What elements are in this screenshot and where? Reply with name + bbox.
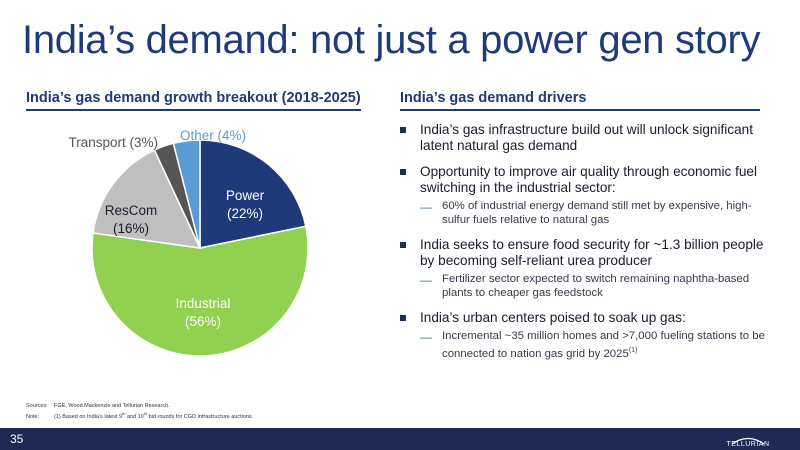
driver-text: India seeks to ensure food security for … <box>420 237 764 268</box>
pie-value-label: (16%) <box>113 221 149 236</box>
logo-arc-icon <box>731 437 765 445</box>
note-text-2: and 10 <box>125 413 144 420</box>
footnotes: Sources: FGE, Wood Mackenzie and Telluria… <box>26 403 253 421</box>
pie-label-power: Power <box>226 188 265 203</box>
driver-subitem: — 60% of industrial energy demand still … <box>420 200 778 227</box>
pie-label-other: Other (4%) <box>180 128 246 143</box>
pie-value-label: (22%) <box>227 206 263 221</box>
footnote-marker: (1) <box>628 346 638 354</box>
pie-label-rescom: ResCom <box>105 203 158 218</box>
driver-text: India’s urban centers poised to soak up … <box>420 310 686 325</box>
pie-slice-rescom <box>92 149 202 249</box>
driver-item: India’s gas infrastructure build out wil… <box>398 122 778 154</box>
driver-subitem: — Incremental ~35 million homes and >7,0… <box>420 330 778 361</box>
driver-subtext: 60% of industrial energy demand still me… <box>442 200 752 226</box>
driver-item: India seeks to ensure food security for … <box>398 237 778 300</box>
page-number: 35 <box>10 432 24 446</box>
driver-item: Opportunity to improve air quality throu… <box>398 164 778 227</box>
driver-subtext: Incremental ~35 million homes and >7,000… <box>442 330 778 361</box>
pie-slice-power <box>199 139 307 249</box>
driver-subitem: — Fertilizer sector expected to switch r… <box>420 273 778 300</box>
pie-label-industrial: Industrial <box>176 296 231 311</box>
driver-text: India’s gas infrastructure build out wil… <box>420 122 753 153</box>
logo-text: TELLURIAN <box>726 441 770 448</box>
sources-line: Sources: FGE, Wood Mackenzie and Telluria… <box>26 403 253 410</box>
note-text-1: (1) Based on India’s latest 9 <box>54 413 123 420</box>
note-label: Note: <box>26 413 40 420</box>
driver-subtext-body: Incremental ~35 million homes and >7,000… <box>442 330 765 360</box>
driver-subtext: Fertilizer sector expected to switch rem… <box>442 273 750 299</box>
pie-value-label: (56%) <box>185 314 221 329</box>
bullet-square-icon <box>400 315 406 321</box>
slide-title: India’s demand: not just a power gen sto… <box>22 18 761 62</box>
note-text-3: bid rounds for CGD infrastructure auctio… <box>147 413 254 420</box>
pie-slice-other <box>172 139 201 249</box>
tellurian-logo: TELLURIAN <box>718 432 778 448</box>
sources-label: Sources: <box>26 403 48 409</box>
chart-heading: India’s gas demand growth breakout (2018… <box>26 90 361 111</box>
sources-text: FGE, Wood Mackenzie and Tellurian Resear… <box>54 403 170 409</box>
note-sup-1: th <box>122 411 126 416</box>
drivers-heading: India’s gas demand drivers <box>400 90 760 111</box>
dash-icon: — <box>420 273 432 287</box>
note-sup-2: th <box>143 411 148 416</box>
driver-item: India’s urban centers poised to soak up … <box>398 310 778 361</box>
driver-text: Opportunity to improve air quality throu… <box>420 164 757 195</box>
dash-icon: — <box>420 330 432 344</box>
footer-bar: 35 TELLURIAN <box>0 428 800 450</box>
pie-chart: Power (22%) Industrial (56%) ResCom (16%) Tran… <box>68 128 309 357</box>
note-line: Note: (1) Based on India’s latest 9th and… <box>26 410 253 421</box>
dash-icon: — <box>420 200 432 214</box>
drivers-list: India’s gas infrastructure build out wil… <box>398 122 778 371</box>
pie-slice-industrial <box>91 225 309 357</box>
pie-label-transport: Transport (3%) <box>68 135 158 150</box>
bullet-square-icon <box>400 242 406 248</box>
bullet-square-icon <box>400 169 406 175</box>
bullet-square-icon <box>400 127 406 133</box>
